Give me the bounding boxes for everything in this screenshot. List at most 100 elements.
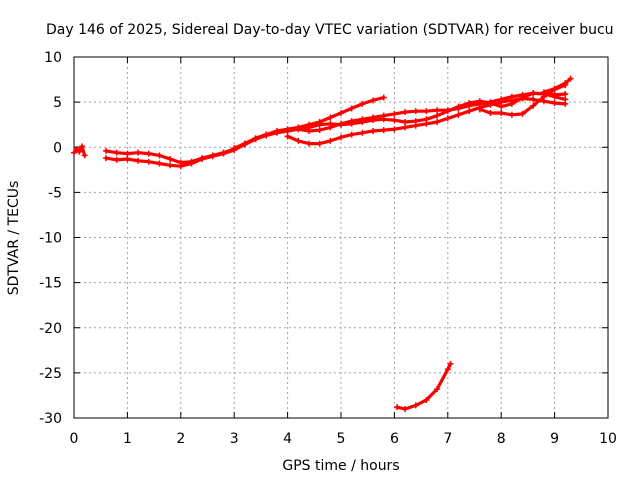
data-point <box>156 160 163 167</box>
data-point <box>498 99 505 106</box>
data-point <box>508 97 515 104</box>
data-point <box>124 150 131 157</box>
data-point <box>487 109 494 116</box>
data-point <box>124 155 131 162</box>
x-tick-label: 6 <box>390 431 399 447</box>
data-point <box>327 137 334 144</box>
y-axis-label: SDTVAR / TECUs <box>6 181 22 296</box>
data-series <box>71 75 574 412</box>
data-point <box>305 124 312 131</box>
data-point <box>359 129 366 136</box>
data-point <box>423 396 430 403</box>
y-tick-label: -15 <box>39 276 62 292</box>
series-line <box>395 362 453 411</box>
data-point <box>412 122 419 129</box>
data-point <box>551 100 558 107</box>
data-point <box>370 117 377 124</box>
data-point <box>241 140 248 147</box>
data-point <box>402 124 409 131</box>
data-point <box>394 404 401 411</box>
data-point <box>370 128 377 135</box>
data-point <box>295 137 302 144</box>
data-point <box>380 94 387 101</box>
data-point <box>562 100 569 107</box>
data-point <box>113 149 120 156</box>
data-point <box>177 159 184 166</box>
y-tick-label: 10 <box>44 50 62 66</box>
data-point <box>338 121 344 128</box>
data-point <box>103 147 110 154</box>
x-tick-label: 8 <box>497 431 506 447</box>
y-tick-label: -25 <box>39 366 62 382</box>
data-point <box>551 93 558 100</box>
series-track-d <box>284 95 569 147</box>
data-point <box>434 107 441 114</box>
data-point <box>455 103 462 110</box>
data-point <box>103 155 110 162</box>
data-point <box>316 140 323 147</box>
data-point <box>444 366 451 373</box>
data-point <box>391 117 398 124</box>
x-tick-label: 0 <box>70 431 79 447</box>
data-point <box>530 102 537 109</box>
data-point <box>338 134 344 141</box>
data-point <box>220 149 227 156</box>
x-tick-label: 2 <box>176 431 185 447</box>
data-point <box>434 118 441 125</box>
data-point <box>447 360 454 367</box>
y-tick-label: -20 <box>39 321 62 337</box>
series-early-cluster <box>71 143 88 159</box>
data-point <box>508 111 515 118</box>
data-point <box>402 109 409 116</box>
data-point <box>412 402 419 409</box>
data-point <box>540 89 547 96</box>
data-point <box>434 386 441 393</box>
data-point <box>444 108 451 115</box>
data-point <box>455 111 462 118</box>
data-point <box>476 106 483 113</box>
data-point <box>359 100 366 107</box>
data-point <box>380 116 387 123</box>
data-point <box>444 115 451 122</box>
data-point <box>412 108 419 115</box>
y-tick-label: -10 <box>39 231 62 247</box>
data-point <box>295 126 302 133</box>
data-point <box>391 110 398 117</box>
data-point <box>263 132 270 139</box>
data-point <box>273 129 280 136</box>
data-point <box>81 152 88 159</box>
series-line <box>104 95 386 168</box>
series-line <box>542 77 573 94</box>
data-point <box>327 120 334 127</box>
data-point <box>466 100 473 107</box>
series-low-arc <box>394 360 454 412</box>
data-point <box>135 149 142 156</box>
data-point <box>79 143 86 150</box>
x-tick-label: 9 <box>550 431 559 447</box>
series-track-f <box>540 75 574 96</box>
data-point <box>562 80 569 87</box>
data-point <box>562 91 569 98</box>
x-tick-label: 4 <box>283 431 292 447</box>
x-tick-label: 3 <box>230 431 239 447</box>
data-point <box>284 133 291 140</box>
data-point <box>476 98 483 105</box>
data-point <box>402 118 409 125</box>
data-point <box>370 97 377 104</box>
series-line <box>232 91 567 150</box>
data-point <box>530 90 537 97</box>
data-point <box>145 150 152 157</box>
data-point <box>167 162 174 169</box>
data-point <box>231 145 238 152</box>
data-point <box>423 120 430 127</box>
data-point <box>71 149 77 156</box>
data-point <box>305 140 312 147</box>
data-point <box>434 112 441 119</box>
data-point <box>145 158 152 165</box>
x-axis-label: GPS time / hours <box>282 458 399 474</box>
data-point <box>252 136 259 143</box>
data-point <box>316 121 323 128</box>
data-point <box>519 95 526 102</box>
data-point <box>391 126 398 133</box>
data-point <box>423 108 430 115</box>
